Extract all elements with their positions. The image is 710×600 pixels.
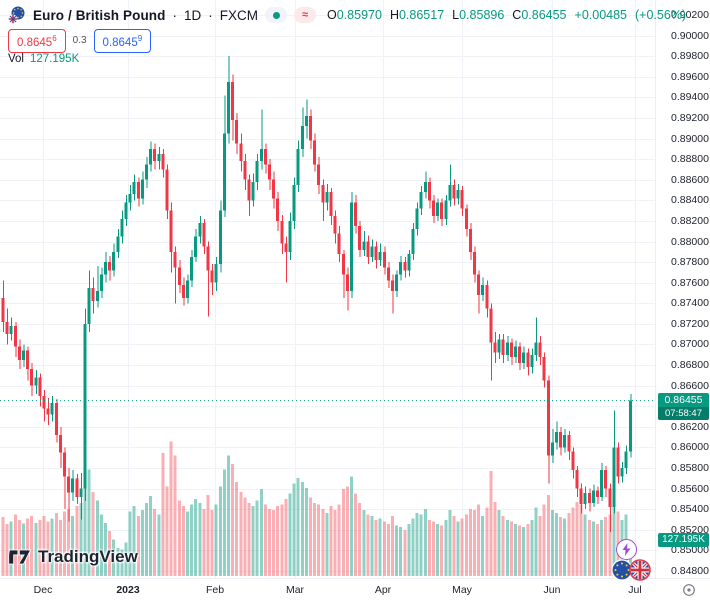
price-tick-label: 0.87800 [671,256,709,269]
price-tick-label: 0.89200 [671,111,709,124]
price-tick-label: 0.89400 [671,91,709,104]
price-tick-label: 0.88200 [671,214,709,227]
lightning-icon[interactable] [616,539,637,560]
time-tick-label: May [452,584,472,596]
price-tick-label: 0.88600 [671,173,709,186]
market-status-icon[interactable] [265,7,288,23]
price-tick-label: 0.85200 [671,523,709,536]
volume-label: Vol [8,53,24,65]
tradingview-logo-icon [8,549,32,565]
time-tick-label: Dec [33,584,53,596]
price-tick-label: 0.90200 [671,9,709,21]
sell-button[interactable]: 0.86456 [8,29,66,53]
low-label: L [452,8,460,22]
last-price-label: 0.86455 07:58:47 [658,392,709,420]
symbol-title[interactable]: Euro / British Pound [33,7,166,23]
symbol-header: Euro / British Pound · 1D · FXCM ≈ O0.85… [8,6,686,24]
open-value: 0.85970 [336,8,382,22]
price-tick-label: 0.90000 [671,29,709,42]
price-tick-label: 0.87600 [671,276,709,289]
flag-gb-icon [629,559,651,581]
price-tick-label: 0.88400 [671,194,709,207]
price-tick-label: 0.89600 [671,70,709,83]
price-tick-label: 0.86800 [671,359,709,372]
tradingview-logo[interactable]: TradingView [8,547,138,567]
buy-button[interactable]: 0.86459 [93,29,152,53]
price-tick-label: 0.86200 [671,420,709,433]
currency-flags[interactable] [610,559,652,581]
delayed-data-icon[interactable]: ≈ [294,7,317,23]
change-value: +0.00485 [574,8,627,22]
time-tick-label: 2023 [116,584,140,596]
low-value: 0.85896 [459,8,505,22]
high-value: 0.86517 [398,8,445,22]
time-tick-label: Feb [205,584,225,596]
price-tick-label: 0.85000 [671,544,709,557]
time-tick-label: Jul [628,584,642,596]
high-label: H [389,8,399,22]
last-price-value: 0.86455 [664,393,703,406]
time-tick-label: Apr [374,584,392,596]
price-tick-label: 0.85600 [671,482,709,495]
time-tick-label: Jun [543,584,561,596]
open-label: O [327,8,337,22]
bar-countdown: 07:58:47 [658,406,709,420]
quote-widget: 0.86456 0.3 0.86459 [8,29,152,53]
time-tick-label: Mar [285,584,305,596]
price-tick-label: 0.89000 [671,132,709,145]
price-tick-label: 0.86600 [671,379,709,392]
price-tick-label: 0.85400 [671,503,709,516]
candlestick-chart[interactable] [0,0,655,578]
exchange-label: FXCM [219,7,259,23]
price-tick-label: 0.88000 [671,235,709,248]
close-value: 0.86455 [521,8,567,22]
separator-dot: · [172,7,178,23]
price-tick-label: 0.89800 [671,50,709,63]
eu-gb-flag-pair-icon [8,6,26,24]
spread-value: 0.3 [72,35,87,47]
separator-dot: · [208,7,213,23]
price-tick-label: 0.87200 [671,317,709,330]
price-axis[interactable]: 0.86455 07:58:47 127.195K 0.90200 0.90000… [655,0,710,578]
target-icon[interactable] [682,583,696,597]
ohlc-readout: O0.85970 H0.86517 L0.85896 C0.86455 +0.0… [327,8,686,22]
change-percent: (+0.56%) [635,8,687,22]
price-tick-label: 0.87000 [671,338,709,351]
price-tick-label: 0.85800 [671,462,709,475]
interval-label[interactable]: 1D [184,7,202,23]
tradingview-logo-text: TradingView [38,547,138,566]
flag-eu-icon [611,559,633,581]
price-tick-label: 0.86000 [671,441,709,454]
price-tick-label: 0.88800 [671,153,709,166]
volume-axis-label: 127.195K [658,533,709,548]
price-tick-label: 0.87400 [671,297,709,310]
price-tick-label: 0.84800 [671,565,709,577]
volume-value: 127.195K [30,53,80,65]
volume-readout: Vol 127.195K [8,53,79,65]
close-label: C [512,8,522,22]
time-axis[interactable]: Dec 2023 Feb Mar Apr May Jun Jul [0,578,710,600]
